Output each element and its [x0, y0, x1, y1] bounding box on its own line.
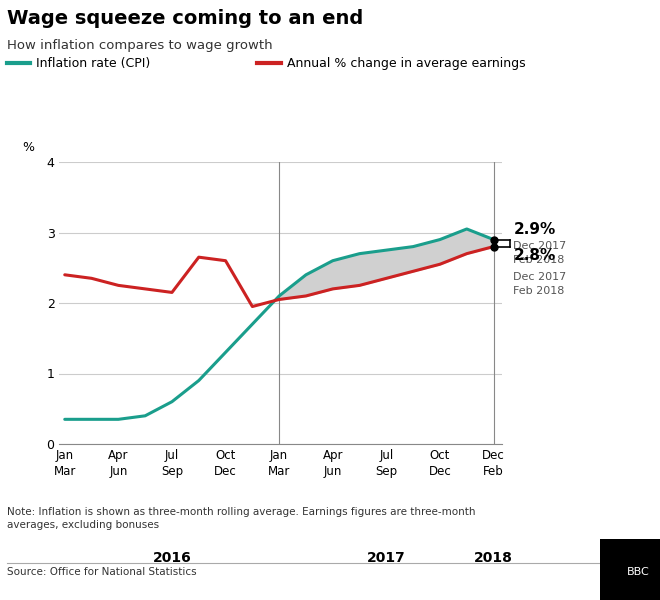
Text: %: % — [22, 140, 34, 154]
Text: 2.9%: 2.9% — [513, 221, 556, 236]
Text: 2018: 2018 — [474, 551, 513, 565]
Text: Annual % change in average earnings: Annual % change in average earnings — [287, 56, 526, 70]
Text: Dec 2017
Feb 2018: Dec 2017 Feb 2018 — [513, 241, 567, 265]
Text: Source: Office for National Statistics: Source: Office for National Statistics — [7, 567, 196, 577]
Text: Wage squeeze coming to an end: Wage squeeze coming to an end — [7, 9, 363, 28]
Text: Inflation rate (CPI): Inflation rate (CPI) — [36, 56, 150, 70]
Text: 2017: 2017 — [367, 551, 406, 565]
Text: How inflation compares to wage growth: How inflation compares to wage growth — [7, 39, 272, 52]
Text: Note: Inflation is shown as three-month rolling average. Earnings figures are th: Note: Inflation is shown as three-month … — [7, 507, 475, 530]
Text: Dec 2017
Feb 2018: Dec 2017 Feb 2018 — [513, 272, 567, 296]
Text: 2.8%: 2.8% — [513, 248, 556, 263]
Text: BBC: BBC — [628, 567, 650, 577]
Text: 2016: 2016 — [152, 551, 191, 565]
